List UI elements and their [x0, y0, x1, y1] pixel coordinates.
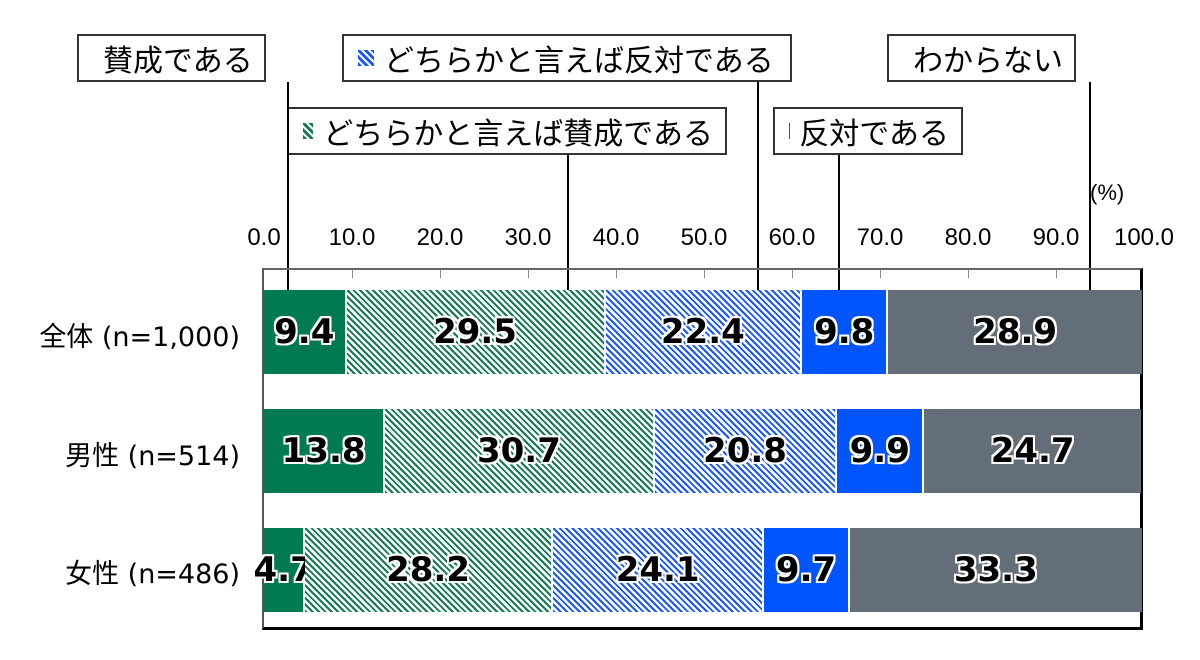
x-tick-label: 50.0	[680, 224, 728, 251]
leader-line-agree	[287, 82, 289, 304]
leader-line-dont-know	[1089, 82, 1091, 304]
legend-somewhat-agree: どちらかと言えば賛成である	[287, 107, 727, 155]
bar-segment-agree: 4.7	[254, 528, 314, 612]
legend-disagree: 反対である	[773, 107, 963, 155]
leader-line-somewhat-disagree	[757, 82, 759, 304]
leader-line-somewhat-agree	[567, 155, 569, 305]
striped-blue-swatch-icon	[358, 50, 374, 66]
legend-dont-know-label: わからない	[913, 44, 1063, 79]
bar-segment-somewhat-disagree: 24.1	[552, 528, 765, 612]
x-tick	[704, 270, 705, 278]
bar-segment-agree: 9.4	[264, 290, 347, 374]
bar-segment-somewhat-agree: 30.7	[385, 409, 655, 493]
row-label-male: 男性 (n=514)	[65, 441, 240, 472]
x-tick-label: 60.0	[768, 224, 816, 251]
x-tick-label: 20.0	[416, 224, 464, 251]
x-tick	[528, 270, 529, 278]
x-tick-label: 40.0	[592, 224, 640, 251]
legend-dont-know: わからない	[887, 34, 1076, 82]
x-tick	[1056, 270, 1057, 278]
legend-somewhat-disagree: どちらかと言えば反対である	[342, 34, 792, 82]
row-label-female: 女性 (n=486)	[65, 559, 240, 590]
legend-somewhat-disagree-label: どちらかと言えば反対である	[384, 44, 774, 79]
x-tick	[616, 270, 617, 278]
x-tick	[792, 270, 793, 278]
bar-segment-dont-know: 33.3	[849, 528, 1142, 612]
bar-segment-disagree: 9.7	[764, 528, 850, 612]
striped-green-swatch-icon	[303, 123, 314, 139]
plot-area-frame	[262, 268, 1143, 630]
bar-segment-dont-know: 28.9	[888, 290, 1142, 374]
legend-agree: 賛成である	[77, 34, 266, 82]
x-tick-label: 90.0	[1032, 224, 1080, 251]
x-tick-label: 70.0	[856, 224, 904, 251]
axis-unit-label: (%)	[1090, 180, 1125, 205]
x-tick	[440, 270, 441, 278]
x-tick-label: 30.0	[504, 224, 552, 251]
bar-row-male: 13.8 30.7 20.8 9.9 24.7	[264, 409, 1142, 493]
x-tick	[968, 270, 969, 278]
bar-segment-disagree: 9.9	[837, 409, 925, 493]
bar-segment-somewhat-disagree: 22.4	[605, 290, 803, 374]
bar-segment-somewhat-agree: 28.2	[305, 528, 553, 612]
x-tick-label: 80.0	[944, 224, 992, 251]
legend-disagree-label: 反対である	[799, 117, 949, 152]
legend-agree-label: 賛成である	[103, 44, 253, 79]
x-tick	[880, 270, 881, 278]
bar-segment-agree: 13.8	[264, 409, 386, 493]
x-tick-label: 0.0	[247, 224, 281, 251]
bar-segment-dont-know: 24.7	[924, 409, 1142, 493]
legend-somewhat-agree-label: どちらかと言えば賛成である	[323, 117, 713, 152]
x-tick-label: 100.0	[1113, 224, 1175, 251]
x-tick	[352, 270, 353, 278]
bar-segment-somewhat-agree: 29.5	[346, 290, 606, 374]
row-label-total: 全体 (n=1,000)	[39, 322, 240, 353]
leader-line-disagree	[838, 155, 840, 305]
bar-row-female: 4.7 28.2 24.1 9.7 33.3	[254, 528, 1142, 612]
bar-row-total: 9.4 29.5 22.4 9.8 28.9	[264, 290, 1142, 374]
bar-segment-somewhat-disagree: 20.8	[654, 409, 838, 493]
bar-segment-disagree: 9.8	[802, 290, 889, 374]
x-tick-label: 10.0	[328, 224, 376, 251]
